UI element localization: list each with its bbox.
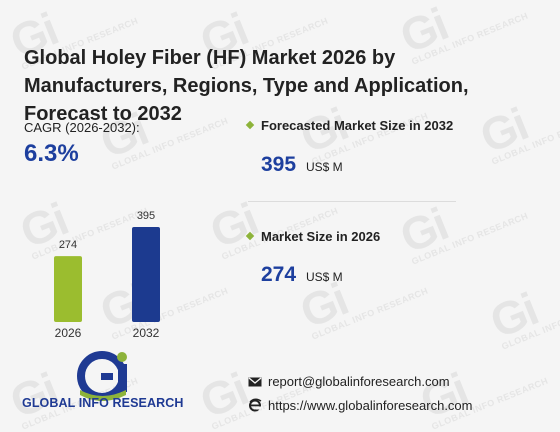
x-tick-2032: 2032 [133,326,160,340]
stats-divider [248,201,456,202]
market-size-bar-chart: 274 2026 395 2032 [54,210,160,340]
bar-2032 [132,227,160,322]
bar-2026 [54,256,82,322]
forecast-size-label: Forecasted Market Size in 2032 [261,118,454,133]
data-label-2026: 274 [59,239,77,251]
page-title: Global Holey Fiber (HF) Market 2026 by M… [24,47,469,125]
logo-text: GLOBAL INFO RESEARCH [22,396,184,410]
cagr-label: CAGR (2026-2032): [24,120,140,135]
x-tick-2026: 2026 [55,326,82,340]
current-size-value: 274 [261,263,297,286]
forecast-size-value: 395 [261,153,297,176]
current-size-unit: US$ M [306,270,343,284]
current-size-label: Market Size in 2026 [261,229,381,244]
gir-logo [77,351,127,401]
globe-e-icon [249,398,262,412]
bullet-icon [245,231,255,241]
envelope-icon [248,377,262,387]
contact-email[interactable]: report@globalinforesearch.com [268,374,450,389]
data-label-2032: 395 [137,210,155,222]
cagr-value: 6.3% [24,140,79,167]
forecast-size-unit: US$ M [306,160,343,174]
contact-website[interactable]: https://www.globalinforesearch.com [268,398,473,413]
